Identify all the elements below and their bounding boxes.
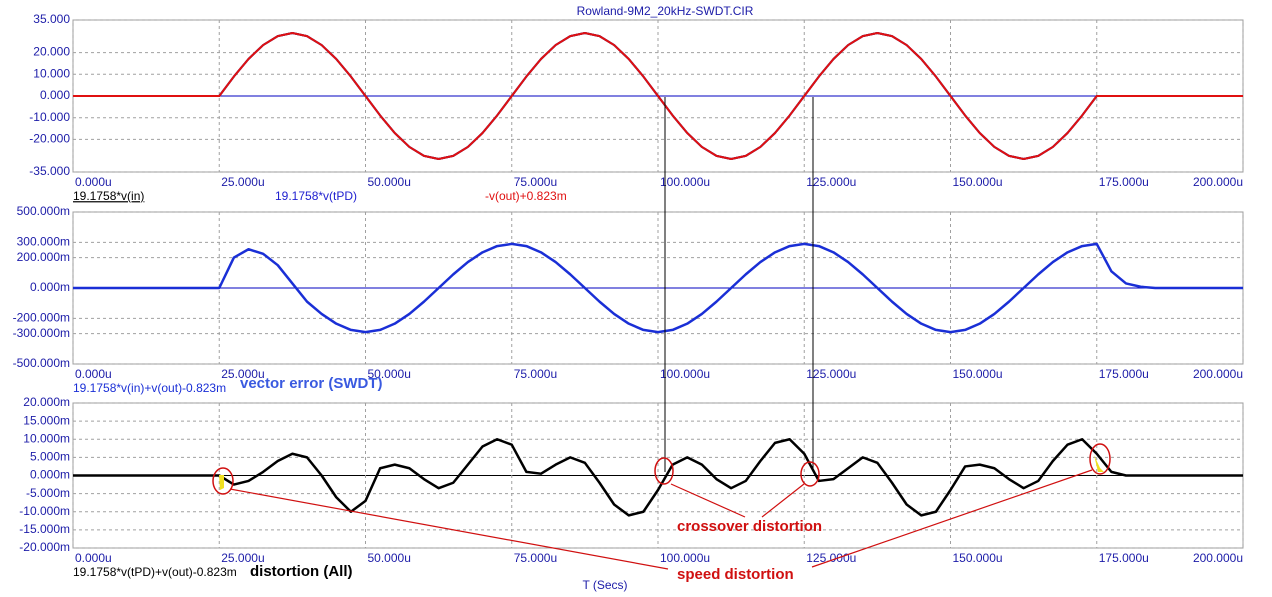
y-tick-label: -20.000m	[19, 540, 70, 554]
x-tick-label: 25.000u	[221, 175, 264, 189]
y-tick-label: -10.000m	[19, 504, 70, 518]
x-tick-label: 50.000u	[368, 367, 411, 381]
x-tick-label: 0.000u	[75, 551, 112, 565]
y-tick-label: 0.000m	[30, 468, 70, 482]
y-tick-label: 0.000	[40, 88, 70, 102]
x-tick-label: 75.000u	[514, 551, 557, 565]
y-tick-label: -5.000m	[26, 486, 70, 500]
series-line	[73, 242, 1243, 334]
y-tick-label: 300.000m	[17, 235, 70, 249]
y-tick-label: 20.000	[33, 45, 70, 59]
x-tick-label: 25.000u	[221, 551, 264, 565]
highlight	[1094, 455, 1104, 472]
arrow-line	[670, 483, 746, 518]
annotation: crossover distortion	[677, 518, 822, 535]
x-tick-label: 200.000u	[1193, 551, 1243, 565]
x-tick-label: 0.000u	[75, 367, 112, 381]
x-tick-label: 175.000u	[1099, 551, 1149, 565]
x-tick-label: 200.000u	[1193, 175, 1243, 189]
x-tick-label: 150.000u	[953, 175, 1003, 189]
chart-title: Rowland-9M2_20kHz-SWDT.CIR	[577, 4, 754, 18]
x-tick-label: 50.000u	[368, 175, 411, 189]
y-tick-label: -20.000	[29, 132, 70, 146]
callout-ring	[212, 467, 234, 495]
y-tick-label: -15.000m	[19, 522, 70, 536]
arrow-line	[811, 469, 1093, 568]
series-line	[73, 32, 1243, 160]
x-tick-label: 125.000u	[806, 175, 856, 189]
x-tick-label: 25.000u	[221, 367, 264, 381]
y-tick-label: 200.000m	[17, 250, 70, 264]
x-tick-label: 150.000u	[953, 551, 1003, 565]
y-tick-label: 15.000m	[23, 413, 70, 427]
x-tick-label: 75.000u	[514, 175, 557, 189]
legend-entry: -v(out)+0.823m	[485, 189, 567, 203]
x-tick-label: 100.000u	[660, 175, 710, 189]
arrow-line	[229, 488, 669, 570]
x-tick-label: 175.000u	[1099, 175, 1149, 189]
y-tick-label: 20.000m	[23, 395, 70, 409]
arrow-line	[761, 483, 805, 518]
y-tick-label: -35.000	[29, 164, 70, 178]
y-tick-label: 10.000	[33, 66, 70, 80]
x-tick-label: 0.000u	[75, 175, 112, 189]
y-tick-label: 35.000	[33, 12, 70, 26]
x-tick-label: 100.000u	[660, 551, 710, 565]
x-axis-label: T (Secs)	[582, 578, 627, 592]
annotation: vector error (SWDT)	[240, 375, 383, 392]
y-tick-label: 0.000m	[30, 280, 70, 294]
x-tick-label: 200.000u	[1193, 367, 1243, 381]
y-tick-label: 500.000m	[17, 204, 70, 218]
annotation: speed distortion	[677, 566, 794, 583]
annotation: distortion (All)	[250, 563, 352, 580]
x-tick-label: 75.000u	[514, 367, 557, 381]
y-tick-label: -10.000	[29, 110, 70, 124]
highlight	[219, 475, 224, 490]
y-tick-label: -500.000m	[13, 356, 70, 370]
x-tick-label: 50.000u	[368, 551, 411, 565]
y-tick-label: 5.000m	[30, 450, 70, 464]
callout-ring	[654, 457, 674, 485]
legend-entry: 19.1758*v(tPD)	[275, 189, 357, 203]
series-line	[73, 438, 1243, 517]
x-tick-label: 100.000u	[660, 367, 710, 381]
y-tick-label: 10.000m	[23, 431, 70, 445]
y-tick-label: -300.000m	[13, 326, 70, 340]
callout-ring	[800, 461, 820, 487]
x-tick-label: 175.000u	[1099, 367, 1149, 381]
y-tick-label: -200.000m	[13, 311, 70, 325]
x-tick-label: 125.000u	[806, 367, 856, 381]
x-tick-label: 125.000u	[806, 551, 856, 565]
x-tick-label: 150.000u	[953, 367, 1003, 381]
legend-entry: 19.1758*v(in)	[73, 189, 144, 203]
legend-entry: 19.1758*v(tPD)+v(out)-0.823m	[73, 565, 237, 579]
legend-entry: 19.1758*v(in)+v(out)-0.823m	[73, 381, 226, 395]
callout-ring	[1089, 443, 1111, 475]
